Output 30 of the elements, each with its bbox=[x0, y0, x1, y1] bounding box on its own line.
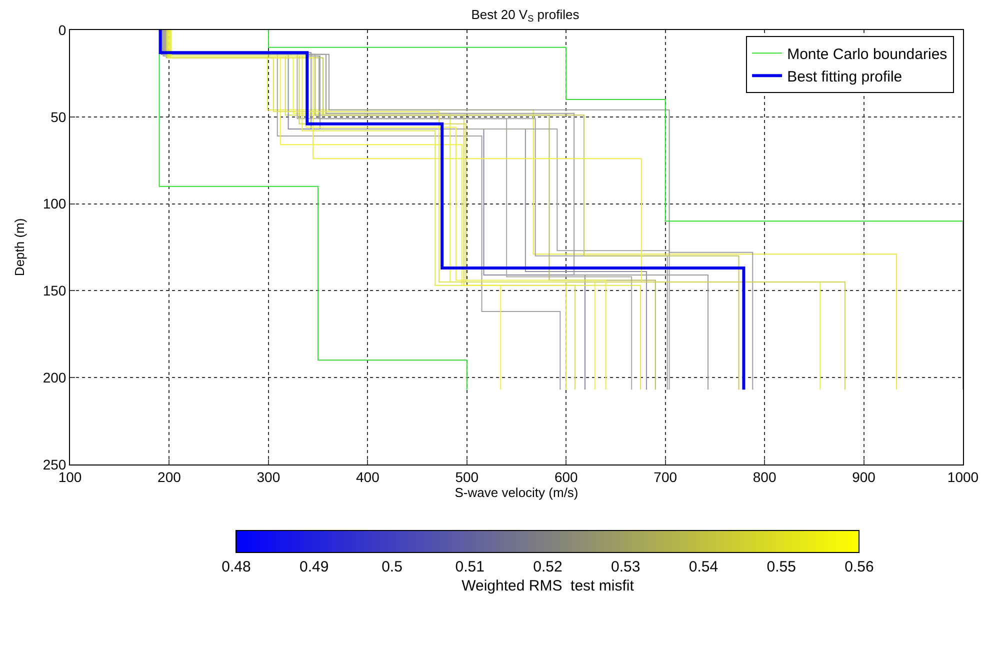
color-bar-label: 0.49 bbox=[300, 558, 329, 576]
x-tick-label: 900 bbox=[852, 469, 876, 486]
y-tick-label: 0 bbox=[58, 22, 66, 38]
y-tick-label: 200 bbox=[42, 369, 66, 386]
y-tick-label: 150 bbox=[42, 282, 66, 299]
x-axis-title: S-wave velocity (m/s) bbox=[454, 485, 578, 500]
color-bar-label: 0.48 bbox=[222, 558, 251, 576]
x-tick-label: 1000 bbox=[947, 469, 979, 486]
x-tick-label: 500 bbox=[455, 469, 479, 486]
chart-title: Best 20 V$_{S}$ profiles bbox=[471, 6, 580, 24]
y-tick-label: 250 bbox=[42, 456, 66, 472]
color-bar-label: 0.52 bbox=[533, 558, 562, 576]
x-tick-label: 600 bbox=[554, 469, 578, 486]
x-tick-label: 200 bbox=[158, 469, 182, 486]
color-bar-label: 0.54 bbox=[688, 558, 718, 576]
legend-label: Best fitting profile bbox=[787, 68, 902, 86]
x-tick-label: 700 bbox=[654, 469, 678, 486]
color-bar-label: 0.53 bbox=[611, 558, 640, 576]
y-axis-title: Depth (m) bbox=[12, 218, 27, 276]
x-tick-label: 400 bbox=[356, 469, 380, 486]
y-tick-label: 50 bbox=[50, 108, 66, 125]
x-tick-label: 300 bbox=[256, 469, 280, 486]
color-bar-title: Weighted RMS test misfit bbox=[462, 578, 635, 594]
legend-label: Monte Carlo boundaries bbox=[787, 46, 948, 63]
color-bar-label: 0.51 bbox=[455, 558, 484, 576]
y-tick-label: 100 bbox=[42, 196, 66, 212]
x-tick-label: 800 bbox=[752, 469, 776, 486]
color-bar-label: 0.56 bbox=[844, 558, 874, 576]
color-bar-label: 0.5 bbox=[382, 558, 402, 576]
color-bar-label: 0.55 bbox=[766, 558, 796, 576]
